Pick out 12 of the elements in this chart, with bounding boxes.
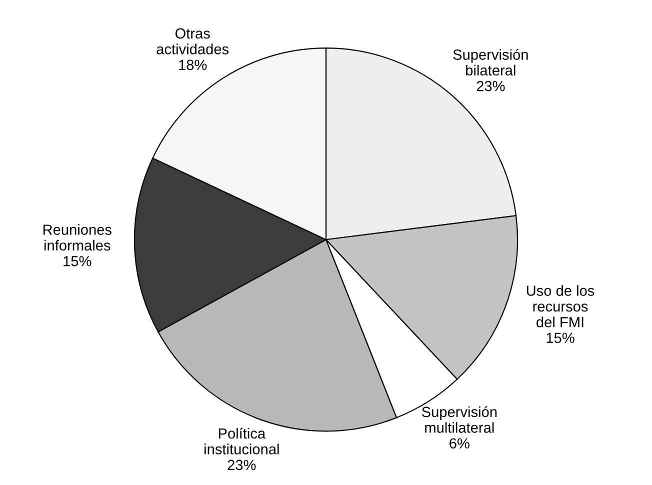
- slice-label: Supervisión bilateral: [453, 48, 528, 76]
- data-label: 15%: [546, 332, 574, 344]
- data-label: 23%: [228, 460, 256, 470]
- data-label: 6%: [450, 438, 470, 449]
- data-label: 23%: [476, 80, 505, 92]
- slice-label: Supervisión multilateral: [422, 406, 497, 433]
- slice-label: Otras actividades: [156, 28, 229, 54]
- slice-label: Política institucional: [204, 428, 279, 454]
- data-label: 18%: [179, 60, 207, 70]
- slice-label: Uso de los recursos del FMI: [526, 285, 594, 328]
- slice-label: Reuniones informales: [43, 224, 112, 251]
- data-label: 15%: [64, 256, 92, 266]
